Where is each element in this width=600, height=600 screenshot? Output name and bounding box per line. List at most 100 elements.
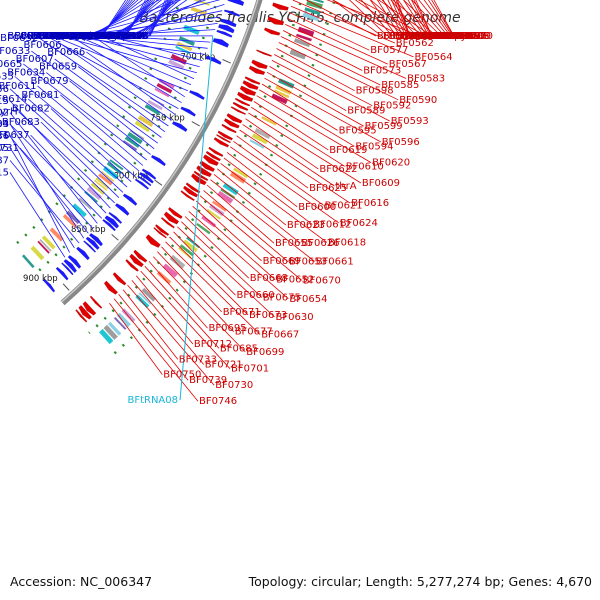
forward-gene-label[interactable]: BF0677 — [235, 327, 273, 338]
reverse-gene-label[interactable]: BF0559 — [51, 31, 89, 42]
reverse-gene-label[interactable]: BF0591 — [62, 31, 100, 42]
forward-gene-label[interactable]: BF0595 — [339, 125, 377, 136]
reverse-gene-label[interactable]: BF0684 — [0, 119, 9, 130]
forward-gene-label[interactable]: BF0668 — [250, 273, 288, 284]
reverse-gene-label[interactable]: BF0683 — [2, 117, 40, 128]
forward-gene-label[interactable]: BF0479 — [433, 31, 471, 42]
forward-gene-label[interactable]: BF0671 — [223, 307, 261, 318]
forward-gene-label[interactable]: BF0661 — [316, 257, 354, 268]
trna-label[interactable]: BFtRNA08 — [127, 395, 178, 406]
forward-gene-label[interactable]: BF0630 — [276, 312, 314, 323]
reverse-gene-label[interactable]: BF0658 — [7, 31, 45, 42]
forward-gene-label[interactable]: BF0699 — [246, 347, 284, 358]
reverse-gene-label[interactable]: BF0614 — [0, 94, 27, 105]
forward-gene-label[interactable]: BF0701 — [231, 364, 269, 375]
reverse-gene-label[interactable]: BF0551 — [99, 31, 137, 42]
forward-gene-label[interactable]: BF0538 — [407, 31, 445, 42]
forward-gene-label[interactable]: BF0580 — [383, 31, 421, 42]
forward-gene-label[interactable]: BF0592 — [373, 101, 411, 112]
reverse-gene-label[interactable]: BF0576 — [86, 31, 124, 42]
forward-gene-label[interactable]: BF0590 — [399, 95, 437, 106]
reverse-gene-label[interactable]: pyrH — [0, 107, 18, 118]
reverse-gene-label[interactable]: BF0552 — [67, 31, 105, 42]
reverse-gene-label[interactable]: BF0628 — [21, 31, 59, 42]
forward-gene-label[interactable]: BF0470 — [455, 31, 493, 42]
forward-gene-label[interactable]: BF0733 — [179, 354, 217, 365]
reverse-gene-label[interactable]: BF0528 — [58, 31, 96, 42]
forward-gene-label[interactable]: BF0455 — [411, 31, 449, 42]
reverse-gene-label[interactable]: BF0633 — [0, 46, 30, 57]
reverse-gene-label[interactable]: BF0601 — [75, 31, 113, 42]
forward-gene-label[interactable]: BF0582 — [433, 31, 471, 42]
forward-gene-label[interactable]: BF0549 — [442, 31, 480, 42]
reverse-gene-label[interactable]: BF0607 — [16, 54, 54, 65]
reverse-gene-label[interactable]: argC — [101, 31, 124, 42]
reverse-gene-label[interactable]: BF0453 — [87, 31, 125, 42]
forward-gene-label[interactable]: BF0675 — [263, 292, 301, 303]
reverse-gene-label[interactable]: BF0602 — [27, 31, 65, 42]
reverse-gene-label[interactable]: BF0705 — [0, 143, 9, 154]
reverse-gene-label[interactable]: BF0613 — [81, 31, 119, 42]
forward-gene-label[interactable]: BF0621 — [325, 200, 363, 211]
forward-gene-label[interactable]: BF0594 — [355, 141, 393, 152]
forward-gene-label[interactable]: BF0570 — [438, 31, 476, 42]
reverse-gene-label[interactable]: BF0550 — [105, 31, 143, 42]
forward-gene-label[interactable]: BF0493 — [433, 31, 471, 42]
reverse-gene-label[interactable]: BF0514 — [81, 31, 119, 42]
forward-gene-label[interactable]: BF0521 — [410, 31, 448, 42]
forward-gene-label[interactable]: BF0669 — [263, 256, 301, 267]
forward-gene-label[interactable]: BF0623 — [287, 220, 325, 231]
forward-gene-label[interactable]: BF0667 — [261, 330, 299, 341]
reverse-gene-label[interactable]: BF0494 — [111, 31, 149, 42]
reverse-gene-label[interactable]: BF0459 — [63, 31, 101, 42]
forward-gene-label[interactable]: BF0585 — [381, 80, 419, 91]
forward-gene-label[interactable]: BF0620 — [372, 158, 410, 169]
forward-gene-label[interactable]: BF0600 — [298, 202, 336, 213]
reverse-gene-label[interactable]: BF0629 — [38, 31, 76, 42]
reverse-gene-label[interactable]: BF0617 — [57, 31, 95, 42]
forward-gene-label[interactable]: BF0622 — [319, 164, 357, 175]
forward-gene-label[interactable]: BF0586 — [418, 31, 456, 42]
reverse-gene-label[interactable]: BF0501 — [63, 31, 101, 42]
reverse-gene-label[interactable]: BF0615 — [0, 96, 9, 107]
reverse-gene-label[interactable]: BF0635 — [0, 72, 14, 83]
reverse-gene-label[interactable]: BF0483 — [111, 31, 149, 42]
forward-gene-label[interactable]: BF0746 — [199, 396, 237, 407]
forward-gene-label[interactable]: BF0565 — [427, 31, 465, 42]
reverse-gene-label[interactable]: BF0529 — [75, 31, 113, 42]
reverse-gene-label[interactable]: BF0571 — [95, 31, 133, 42]
forward-gene-label[interactable]: BF0712 — [194, 339, 232, 350]
forward-gene-label[interactable]: BF0569 — [377, 31, 415, 42]
reverse-gene-label[interactable]: BF0448 — [111, 31, 149, 42]
reverse-gene-label[interactable]: BF0632 — [0, 33, 38, 44]
reverse-gene-label[interactable]: BF0546 — [102, 31, 140, 42]
forward-gene-label[interactable]: BF0579 — [402, 31, 440, 42]
forward-gene-label[interactable]: BF0660 — [237, 290, 275, 301]
reverse-gene-label[interactable]: BF0574 — [91, 31, 129, 42]
reverse-gene-label[interactable]: BF0554 — [50, 31, 88, 42]
forward-gene-label[interactable]: BF0543 — [430, 31, 468, 42]
forward-gene-label[interactable]: BF0616 — [351, 198, 389, 209]
reverse-gene-label[interactable]: BF0603 — [45, 31, 83, 42]
forward-gene-label[interactable]: thrA — [335, 181, 356, 192]
reverse-gene-label[interactable]: BF0560 — [46, 31, 84, 42]
forward-gene-label[interactable]: BF0598 — [356, 86, 394, 97]
reverse-gene-label[interactable]: BF0606 — [24, 40, 62, 51]
reverse-gene-label[interactable]: BF0541 — [109, 31, 147, 42]
reverse-gene-label[interactable]: BF0631 — [31, 31, 69, 42]
forward-gene-label[interactable]: BF0618 — [328, 237, 366, 248]
forward-gene-label[interactable]: BF0670 — [303, 275, 341, 286]
forward-gene-label[interactable]: BF0508 — [451, 31, 489, 42]
reverse-gene-label[interactable]: BF0702 — [0, 108, 9, 119]
forward-gene-label[interactable]: BF0593 — [391, 116, 429, 127]
reverse-gene-label[interactable]: BF0715 — [0, 167, 9, 178]
forward-gene-label[interactable]: BF0673 — [249, 310, 287, 321]
reverse-gene-label[interactable]: BF0572 — [78, 31, 116, 42]
forward-gene-label[interactable]: BF0739 — [189, 375, 227, 386]
forward-gene-label[interactable]: BF0536 — [449, 31, 487, 42]
forward-gene-label[interactable]: BF0578 — [421, 31, 459, 42]
forward-gene-label[interactable]: BF0564 — [415, 52, 453, 63]
forward-gene-label[interactable]: BF0730 — [215, 380, 253, 391]
forward-gene-label[interactable]: BF0544 — [432, 31, 470, 42]
reverse-gene-label[interactable]: BF0471 — [87, 31, 125, 42]
